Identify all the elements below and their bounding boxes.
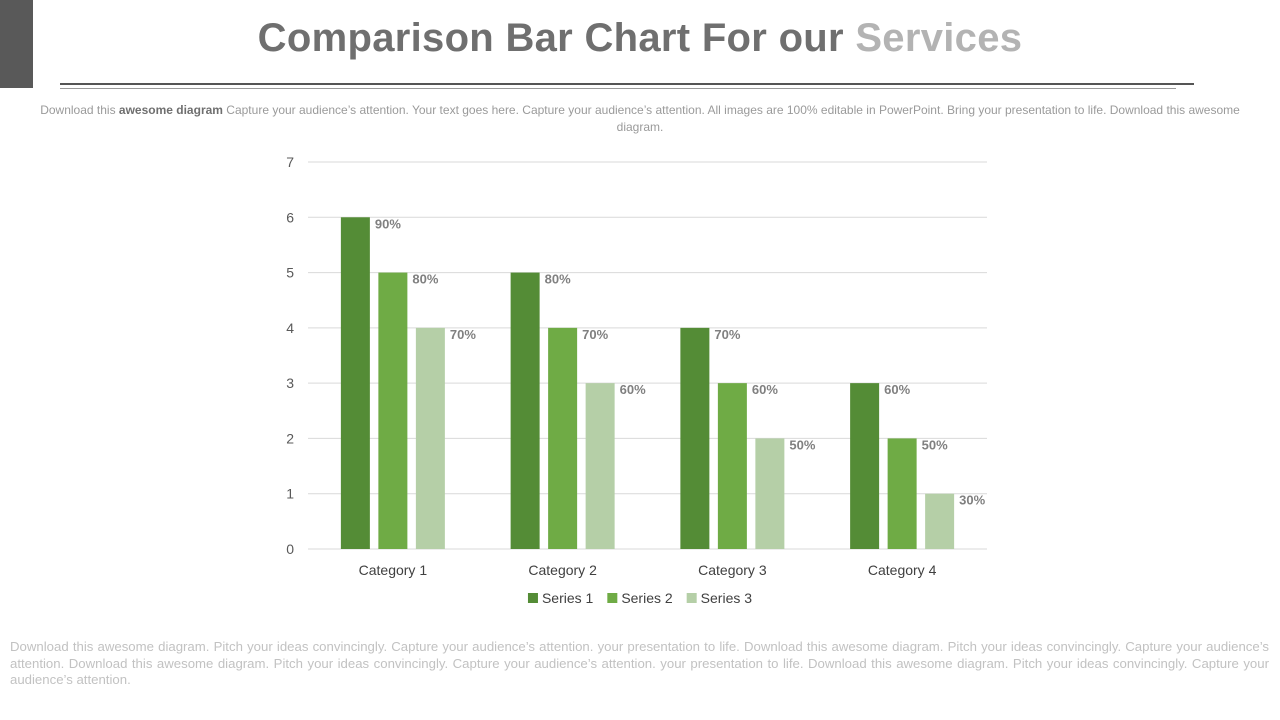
legend-swatch — [607, 593, 618, 603]
page-title: Comparison Bar Chart For our Services — [0, 16, 1280, 61]
y-tick-label: 6 — [286, 209, 294, 225]
title-underline — [60, 83, 1194, 85]
x-tick-label: Category 3 — [698, 562, 767, 578]
legend-swatch — [686, 593, 697, 603]
x-tick-label: Category 1 — [359, 562, 428, 578]
title-main: Comparison Bar Chart For our — [257, 16, 844, 60]
bar — [415, 327, 445, 549]
data-label: 90% — [375, 216, 401, 231]
bar — [887, 438, 917, 549]
y-tick-label: 5 — [286, 265, 294, 281]
data-label: 50% — [922, 437, 948, 452]
bar — [717, 383, 747, 549]
corner-accent-block — [0, 0, 33, 88]
bar — [548, 327, 578, 549]
y-tick-label: 7 — [286, 154, 294, 170]
intro-rest: Capture your audience’s attention. Your … — [226, 103, 1240, 134]
data-label: 70% — [714, 327, 740, 342]
title-underline-secondary — [60, 88, 1176, 89]
x-tick-label: Category 2 — [528, 562, 597, 578]
data-label: 80% — [412, 272, 438, 287]
bar — [585, 383, 615, 549]
data-label: 60% — [884, 382, 910, 397]
intro-text: Download this awesome diagram Capture yo… — [20, 102, 1260, 136]
title-accent: Services — [855, 16, 1023, 60]
data-label: 30% — [959, 493, 985, 508]
y-tick-label: 4 — [286, 320, 294, 336]
bar — [340, 217, 370, 550]
bar — [925, 493, 955, 549]
intro-lead: Download this — [40, 103, 116, 117]
y-tick-label: 3 — [286, 375, 294, 391]
data-label: 60% — [620, 382, 646, 397]
legend-label: Series 2 — [621, 590, 673, 606]
bar — [378, 272, 408, 549]
data-label: 60% — [752, 382, 778, 397]
bar — [850, 383, 880, 549]
data-label: 70% — [582, 327, 608, 342]
bar — [680, 327, 710, 549]
bar — [510, 272, 540, 549]
y-tick-label: 2 — [286, 430, 294, 446]
legend-label: Series 3 — [701, 590, 753, 606]
y-tick-label: 0 — [286, 541, 294, 557]
intro-bold: awesome diagram — [118, 103, 223, 117]
footer-text: Download this awesome diagram. Pitch you… — [10, 639, 1269, 687]
bar — [755, 438, 785, 549]
data-label: 70% — [450, 327, 476, 342]
legend-label: Series 1 — [542, 590, 594, 606]
legend-swatch — [527, 593, 538, 603]
y-tick-label: 1 — [286, 486, 294, 502]
data-label: 80% — [545, 272, 571, 287]
x-tick-label: Category 4 — [868, 562, 937, 578]
data-label: 50% — [789, 437, 815, 452]
